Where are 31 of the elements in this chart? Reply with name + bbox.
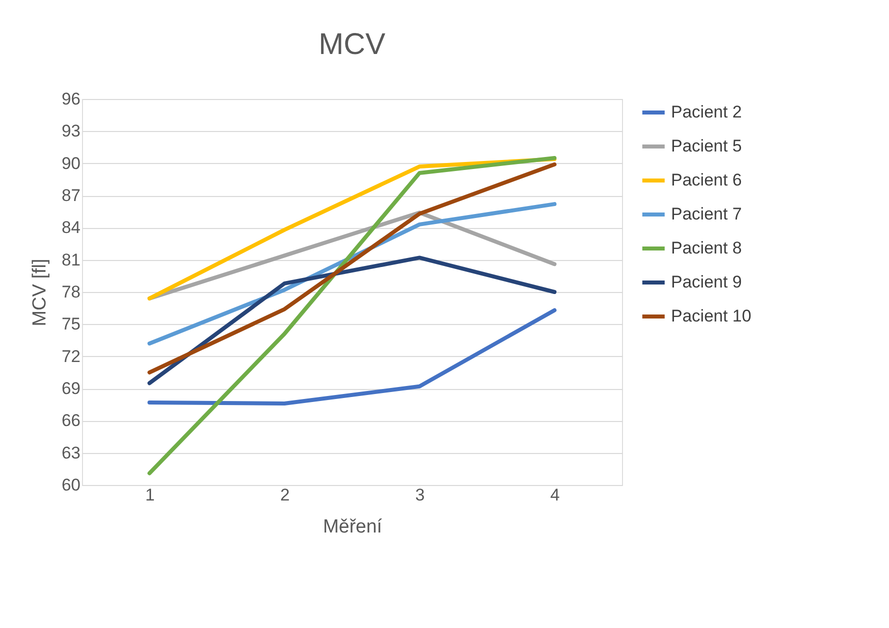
y-tick-label: 81 — [62, 250, 80, 270]
y-axis-title: MCV [fl] — [30, 258, 51, 326]
legend-label: Pacient 6 — [671, 170, 742, 190]
x-tick-label: 3 — [415, 486, 425, 504]
y-tick-label: 96 — [62, 90, 80, 108]
y-tick-label: 69 — [62, 379, 80, 398]
line-series — [148, 162, 556, 374]
x-tick-label: 4 — [550, 486, 560, 504]
legend-label: Pacient 10 — [671, 306, 752, 326]
line-series — [148, 256, 556, 386]
y-tick-label: 78 — [62, 282, 80, 302]
x-tick-label: 2 — [280, 486, 290, 504]
y-tick-label: 84 — [62, 218, 80, 238]
line-series — [148, 156, 556, 476]
y-tick-label: 60 — [62, 476, 80, 494]
y-tick-label: 72 — [62, 346, 80, 366]
y-tick-label: 63 — [62, 443, 80, 462]
y-tick-label: 90 — [62, 154, 80, 173]
legend-label: Pacient 5 — [671, 136, 742, 156]
y-tick-label: 93 — [62, 122, 80, 141]
legend-label: Pacient 9 — [671, 272, 742, 292]
legend-label: Pacient 2 — [671, 102, 742, 122]
x-axis-title: Měření — [322, 516, 383, 538]
legend-label: Pacient 8 — [671, 238, 742, 258]
y-tick-label: 66 — [62, 411, 80, 430]
y-tick-label: 75 — [62, 314, 80, 334]
line-series — [148, 308, 556, 406]
legend-label: Pacient 7 — [671, 204, 742, 224]
chart-title: MCV — [318, 28, 386, 61]
x-tick-label: 1 — [145, 486, 155, 504]
y-tick-label: 87 — [62, 186, 80, 205]
